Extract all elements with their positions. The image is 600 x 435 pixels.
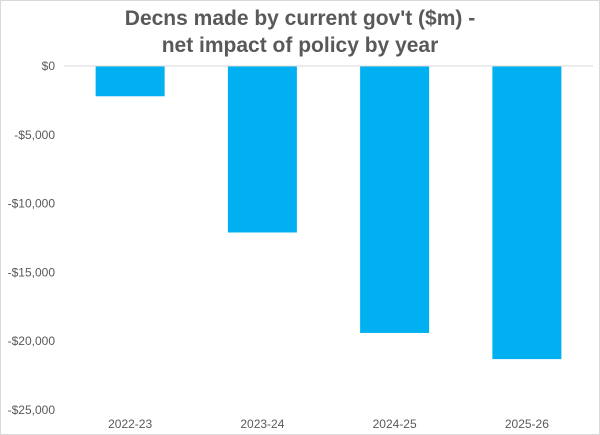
x-tick-label: 2023-24 — [240, 417, 284, 431]
y-tick-label: -$5,000 — [14, 128, 55, 142]
y-tick-label: -$20,000 — [8, 334, 56, 348]
y-tick-label: -$10,000 — [8, 197, 56, 211]
bar-2025-26 — [492, 66, 562, 360]
y-tick-label: -$25,000 — [8, 403, 56, 417]
chart-title-line-1: Decns made by current gov't ($m) - — [124, 7, 476, 30]
y-tick-label: $0 — [42, 59, 56, 73]
x-tick-label: 2025-26 — [505, 417, 549, 431]
bar-2023-24 — [227, 66, 297, 233]
bar-2022-23 — [95, 66, 165, 97]
y-tick-label: -$15,000 — [8, 265, 56, 279]
x-tick-label: 2022-23 — [108, 417, 152, 431]
bar-2024-25 — [360, 66, 430, 333]
x-tick-label: 2024-25 — [373, 417, 417, 431]
chart-title-line-2: net impact of policy by year — [161, 34, 439, 57]
chart-title: Decns made by current gov't ($m) - net i… — [1, 5, 599, 59]
